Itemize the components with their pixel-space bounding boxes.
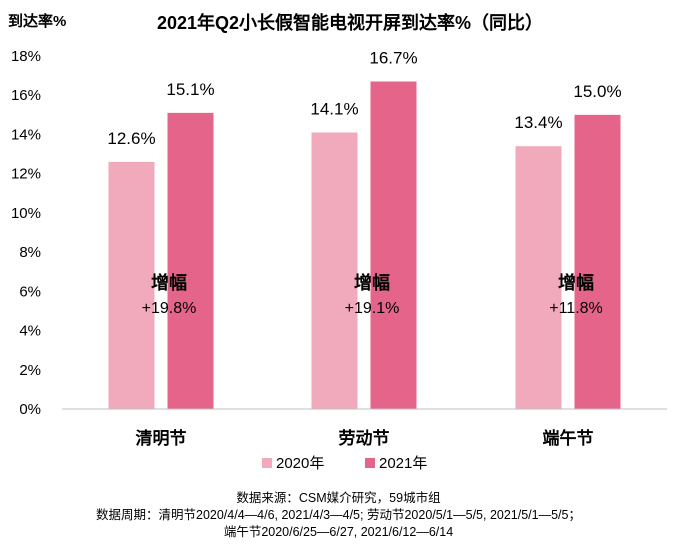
y-tick-label: 18%	[11, 48, 41, 65]
bar-2021-1	[167, 112, 214, 409]
bar-value-label: 12.6%	[107, 129, 155, 148]
y-tick-label: 2%	[19, 362, 41, 379]
increase-label: 增幅	[558, 272, 594, 293]
bars: 12.6% 15.1% 增幅 +19.8% 14.1% 16.7% 增幅 +19.1% 13.4…	[107, 48, 622, 409]
y-tick-label: 12%	[11, 166, 41, 183]
bar-2020-3	[515, 146, 562, 409]
period-note-line2: 端午节2020/6/25—6/27, 2021/6/12—6/14	[223, 525, 454, 539]
chart-title: 2021年Q2小长假智能电视开屏到达率%（同比）	[157, 12, 543, 33]
x-axis-categories: 清明节 劳动节 端午节	[136, 428, 594, 448]
x-category-label: 清明节	[136, 428, 187, 448]
legend-swatch-2020	[262, 458, 272, 468]
bar-value-label: 16.7%	[369, 48, 417, 67]
bar-value-label: 13.4%	[514, 113, 562, 132]
bar-value-label: 15.1%	[166, 80, 214, 99]
period-note-line1: 数据周期：清明节2020/4/4—4/6, 2021/4/3—4/5; 劳动节2…	[96, 508, 581, 522]
bar-2021-2	[370, 81, 417, 409]
increase-value: +11.8%	[549, 300, 603, 317]
source-note: 数据来源：CSM媒介研究，59城市组	[236, 491, 441, 505]
y-tick-label: 14%	[11, 126, 41, 143]
x-category-label: 劳动节	[339, 428, 390, 448]
bar-2020-2	[311, 132, 358, 409]
y-tick-label: 0%	[19, 401, 41, 418]
legend: 2020年 2021年	[262, 455, 427, 472]
increase-label: 增幅	[151, 272, 187, 293]
increase-value: +19.1%	[345, 300, 400, 317]
y-axis-unit: 到达率%	[8, 12, 66, 30]
y-axis-ticks: 0% 2% 4% 6% 8% 10% 12% 14% 16% 18%	[11, 48, 41, 418]
bar-2020-1	[108, 161, 155, 409]
x-category-label: 端午节	[543, 428, 594, 448]
bar-2021-3	[574, 114, 621, 409]
increase-label: 增幅	[354, 272, 390, 293]
legend-label: 2021年	[379, 455, 427, 472]
y-tick-label: 10%	[11, 205, 41, 222]
legend-label: 2020年	[276, 455, 324, 472]
y-tick-label: 6%	[19, 283, 41, 300]
y-tick-label: 8%	[19, 244, 41, 261]
increase-value: +19.8%	[142, 300, 197, 317]
y-tick-label: 4%	[19, 323, 41, 340]
legend-swatch-2021	[365, 458, 375, 468]
y-tick-label: 16%	[11, 87, 41, 104]
bar-value-label: 15.0%	[573, 82, 621, 101]
bar-value-label: 14.1%	[310, 99, 358, 118]
